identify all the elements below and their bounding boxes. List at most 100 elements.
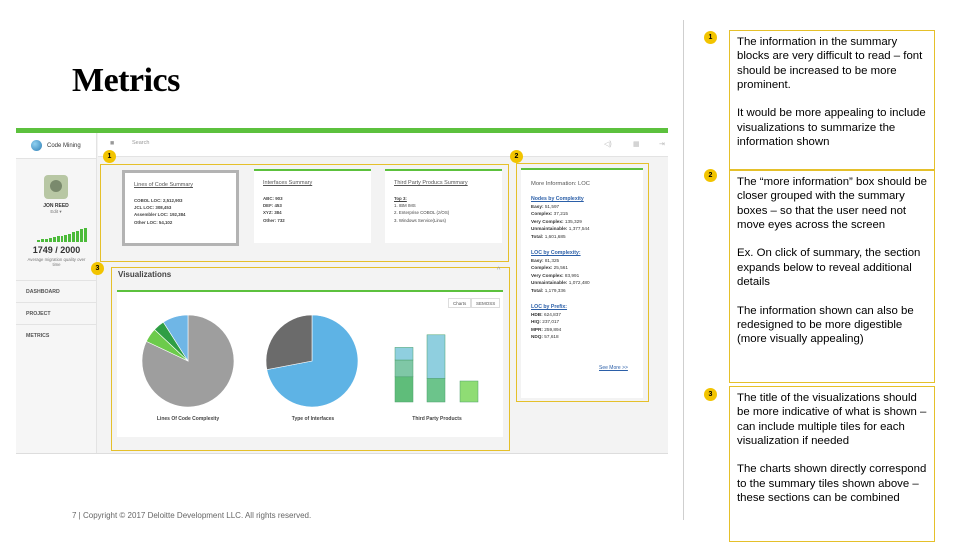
sidebar-nav: DASHBOARD PROJECT METRICS [16, 280, 97, 346]
loc-complexity-label: Unmaintainable: [531, 280, 568, 286]
sparkline-bar [76, 230, 80, 242]
loc-prefix-row: HDB: 624,837 [531, 311, 633, 318]
nodes-complexity-label: Very Complex: [531, 218, 564, 224]
quality-caption: Average migration quality over time [27, 257, 86, 268]
nodes-complexity-value: 1,601,685 [544, 233, 566, 239]
loc-prefix-value: 237,017 [542, 319, 560, 325]
sparkline-bar [68, 233, 72, 242]
sparkline-bar [56, 236, 60, 242]
loc-prefix-value: 259,894 [544, 326, 562, 332]
nodes-complexity-label: Easy: [531, 204, 544, 209]
loc-prefix-label: HDB: [531, 312, 543, 318]
third-party-summary-card[interactable]: Third Party Producs Summary Top 3: 1. IB… [385, 169, 502, 243]
note-3-paragraph: The title of the visualizations should b… [737, 392, 927, 447]
interfaces-line: Other: 732 [263, 217, 285, 223]
interfaces-summary-title[interactable]: Interfaces Summary [263, 180, 313, 186]
quality-score: 1749 / 2000 [32, 245, 81, 255]
user-edit-link[interactable]: Edit ▾ [50, 209, 62, 214]
third-party-line: 3. Windows Service(Linus) [394, 217, 446, 223]
nodes-complexity-row: Complex: 37,215 [531, 210, 633, 217]
chart-label-type-of-interfaces: Type of Interfaces [291, 416, 335, 422]
note-1: The information in the summary blocks ar… [729, 30, 935, 170]
loc-complexity-heading[interactable]: LOC by Complexity: [531, 250, 581, 257]
loc-complexity-value: 1,179,336 [544, 287, 566, 293]
sparkline-bar [72, 232, 76, 242]
sidebar-item-dashboard[interactable]: DASHBOARD [16, 280, 97, 302]
interfaces-line: XYZ: 384 [263, 210, 282, 216]
speaker-icon[interactable]: ◁) [604, 141, 612, 148]
toggle-charts-button[interactable]: Charts [448, 298, 472, 308]
chart-label-loc-complexity: Lines Of Code Complexity [156, 416, 220, 422]
nodes-complexity-label: Complex: [531, 211, 553, 217]
interfaces-line: ABC: 903 [263, 196, 283, 201]
visualizations-title: Visualizations [118, 270, 172, 279]
note-2-paragraph: Ex. On click of summary, the section exp… [737, 247, 921, 289]
third-party-line: 1. IBM IMS [394, 203, 416, 209]
third-party-line: 2. Enterprise COBOL (z/OS) [394, 210, 450, 216]
loc-prefix-row: NDQ: 57,618 [531, 333, 633, 340]
slide-title: Metrics [72, 62, 180, 99]
interfaces-line: DEF: 453 [263, 203, 282, 209]
loc-summary-card[interactable]: Lines of Code Summary COBOL LOC: 2,512,9… [122, 170, 239, 246]
note-3-paragraph: The charts shown directly correspond to … [737, 463, 927, 505]
marker-3: 3 [91, 262, 104, 275]
see-more-link[interactable]: See More >> [599, 365, 628, 371]
note-2-paragraph: The information shown can also be redesi… [737, 304, 914, 346]
nodes-complexity-label: Total: [531, 233, 544, 239]
nodes-complexity-value: 135,329 [564, 218, 582, 224]
loc-prefix-row: HIQ: 237,017 [531, 318, 633, 325]
loc-complexity-label: Easy: [531, 258, 544, 264]
interfaces-summary-card[interactable]: Interfaces Summary ABC: 903 DEF: 453 XYZ… [254, 169, 371, 243]
logout-icon[interactable]: ⇥ [659, 141, 665, 148]
brand[interactable]: Code Mining [16, 133, 96, 159]
note-marker-3: 3 [704, 388, 717, 401]
sidebar-item-metrics[interactable]: METRICS [16, 324, 97, 346]
search-input[interactable]: Search [132, 140, 150, 146]
nodes-complexity-row: Easy: 51,597 [531, 203, 633, 210]
grid-icon[interactable]: ▦ [633, 141, 640, 148]
loc-complexity-value: 83,991 [564, 272, 580, 278]
loc-complexity-row: Very Complex: 83,991 [531, 272, 633, 279]
nodes-complexity-value: 1,377,544 [568, 226, 590, 232]
loc-prefix-label: NDQ: [531, 334, 543, 340]
more-info-title: More Information: LOC [531, 181, 590, 187]
note-2-paragraph: The “more information” box should be clo… [737, 176, 927, 231]
loc-prefix-label: HIQ: [531, 319, 541, 325]
slide-footer: 7 | Copyright © 2017 Deloitte Developmen… [72, 511, 312, 520]
loc-prefix-label: MPR: [531, 326, 543, 332]
note-1-paragraph: It would be more appealing to include vi… [737, 107, 926, 149]
info-highlight [516, 163, 649, 402]
sidebar-item-project[interactable]: PROJECT [16, 302, 97, 324]
marker-2: 2 [510, 150, 523, 163]
menu-icon[interactable]: ■ [110, 140, 115, 147]
toggle-semoss-button[interactable]: SEMOSS [471, 298, 501, 308]
code-mining-logo-icon [31, 140, 42, 151]
brand-name: Code Mining [47, 142, 81, 149]
user-name: JON REED [43, 203, 69, 209]
collapse-caret-icon[interactable]: ^ [497, 267, 501, 274]
loc-prefix-row: MPR: 259,894 [531, 326, 633, 333]
sparkline-bar [84, 228, 87, 242]
sparkline-bar [48, 237, 52, 242]
visualizations-panel [117, 290, 503, 437]
third-party-line: Top 3: [394, 196, 407, 201]
sparkline-bar [64, 235, 68, 242]
loc-line: JCL LOC: 308,453 [134, 205, 172, 211]
loc-complexity-label: Very Complex: [531, 272, 564, 278]
nodes-heading[interactable]: Nodes by Complexity [531, 196, 584, 202]
loc-complexity-row: Easy: 81,325 [531, 257, 633, 264]
loc-prefix-heading[interactable]: LOC by Prefix: [531, 304, 568, 311]
sparkline-bar [44, 238, 48, 242]
loc-complexity-value: 25,561 [553, 265, 569, 271]
viz-highlight [111, 267, 510, 451]
nodes-complexity-row: Total: 1,601,685 [531, 233, 633, 240]
third-party-summary-title[interactable]: Third Party Producs Summary [394, 180, 468, 186]
loc-line: Other LOC: 54,102 [134, 219, 173, 225]
sparkline-bar [60, 235, 64, 242]
marker-1: 1 [103, 150, 116, 163]
loc-complexity-row: Complex: 25,561 [531, 264, 633, 271]
loc-line: COBOL LOC: 2,512,903 [134, 198, 183, 203]
loc-prefix-value: 624,837 [544, 312, 561, 318]
loc-complexity-value: 81,325 [544, 258, 560, 264]
loc-summary-title[interactable]: Lines of Code Summary [134, 182, 193, 188]
